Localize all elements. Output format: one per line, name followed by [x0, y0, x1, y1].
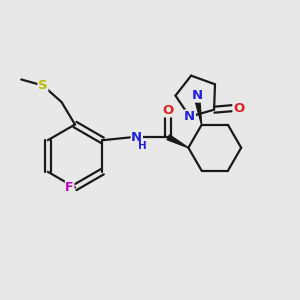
Polygon shape	[167, 135, 188, 148]
Text: N: N	[131, 131, 142, 144]
Text: O: O	[163, 104, 174, 117]
Text: H: H	[138, 141, 147, 151]
Text: O: O	[233, 102, 244, 115]
Polygon shape	[194, 98, 202, 125]
Text: S: S	[38, 79, 48, 92]
Text: N: N	[191, 89, 203, 102]
Text: N: N	[184, 110, 195, 123]
Text: F: F	[65, 181, 74, 194]
